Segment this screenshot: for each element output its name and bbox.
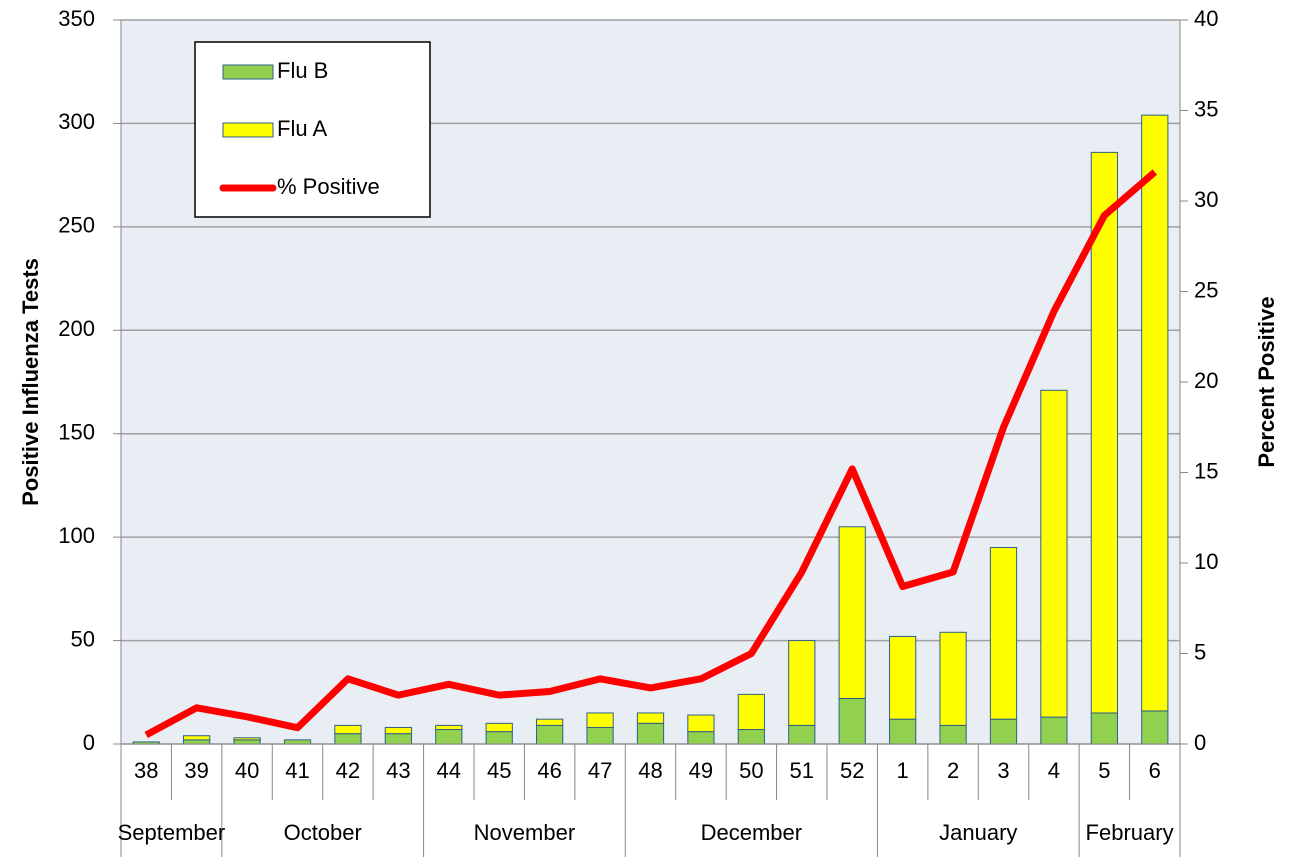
month-label: January (939, 820, 1017, 845)
bar (788, 640, 816, 726)
y2-tick-label: 20 (1194, 368, 1218, 393)
y-tick-label: 0 (83, 730, 95, 755)
bar (183, 735, 211, 741)
x-tick-label: 40 (235, 758, 259, 783)
bar (334, 724, 362, 735)
bar (737, 729, 765, 745)
bar (283, 739, 312, 745)
y2-axis-title: Percent Positive (1254, 296, 1279, 467)
x-tick-label: 1 (897, 758, 909, 783)
y2-tick-label: 25 (1194, 277, 1218, 302)
legend-swatch (222, 64, 274, 80)
y2-tick-label: 15 (1194, 458, 1218, 483)
bar (939, 724, 967, 745)
bar (384, 733, 412, 745)
x-tick-label: 5 (1098, 758, 1110, 783)
bar (889, 635, 917, 720)
bar (687, 731, 715, 745)
y-tick-label: 50 (71, 626, 95, 651)
bar (586, 712, 614, 728)
x-tick-label: 48 (638, 758, 662, 783)
y-axis-title: Positive Influenza Tests (18, 258, 43, 506)
x-tick-label: 4 (1048, 758, 1060, 783)
x-tick-label: 41 (285, 758, 309, 783)
bar (435, 724, 463, 731)
bar (636, 712, 665, 724)
x-tick-label: 39 (184, 758, 208, 783)
bar (233, 737, 261, 741)
x-tick-label: 50 (739, 758, 763, 783)
bar (536, 724, 564, 745)
y2-tick-label: 10 (1194, 549, 1218, 574)
x-tick-label: 49 (689, 758, 713, 783)
bar (334, 733, 362, 745)
bar (435, 729, 463, 745)
y2-tick-label: 30 (1194, 187, 1218, 212)
x-tick-label: 43 (386, 758, 410, 783)
legend-label: % Positive (277, 174, 380, 199)
y-tick-label: 350 (58, 6, 95, 31)
bar (636, 722, 665, 745)
bar (1040, 716, 1068, 745)
y-tick-label: 250 (58, 213, 95, 238)
bar (1141, 710, 1169, 745)
bar (939, 631, 967, 726)
y2-tick-label: 5 (1194, 639, 1206, 664)
legend-swatch (222, 122, 274, 138)
bar (485, 731, 513, 745)
month-label: February (1086, 820, 1174, 845)
bar (233, 739, 261, 745)
bar (485, 722, 513, 733)
y2-tick-label: 40 (1194, 6, 1218, 31)
bar (989, 718, 1018, 745)
x-tick-label: 3 (997, 758, 1009, 783)
month-label: October (284, 820, 362, 845)
bar (788, 724, 816, 745)
x-tick-label: 47 (588, 758, 612, 783)
x-tick-label: 52 (840, 758, 864, 783)
bar (384, 726, 412, 735)
x-tick-label: 2 (947, 758, 959, 783)
y-tick-label: 200 (58, 316, 95, 341)
line (144, 169, 1158, 739)
x-tick-label: 44 (437, 758, 461, 783)
bar (1141, 114, 1169, 712)
bar (586, 726, 614, 745)
bar (1040, 389, 1068, 718)
bar (737, 693, 765, 731)
month-label: November (474, 820, 575, 845)
month-label: September (118, 820, 226, 845)
y-tick-label: 300 (58, 109, 95, 134)
bar (838, 526, 866, 699)
month-label: December (701, 820, 802, 845)
bar (838, 697, 866, 745)
x-tick-label: 42 (336, 758, 360, 783)
y-tick-label: 150 (58, 420, 95, 445)
bar (687, 714, 715, 733)
x-tick-label: 6 (1149, 758, 1161, 783)
bar (183, 739, 211, 745)
legend-label: Flu A (277, 116, 327, 141)
bar (989, 546, 1018, 720)
y-tick-label: 100 (58, 523, 95, 548)
x-tick-label: 51 (790, 758, 814, 783)
bar (1090, 151, 1118, 714)
y2-tick-label: 35 (1194, 96, 1218, 121)
bar (889, 718, 917, 745)
x-tick-label: 45 (487, 758, 511, 783)
y2-tick-label: 0 (1194, 730, 1206, 755)
x-tick-label: 38 (134, 758, 158, 783)
legend-label: Flu B (277, 58, 328, 83)
x-tick-label: 46 (537, 758, 561, 783)
bar (1090, 712, 1118, 745)
bar (536, 718, 564, 726)
